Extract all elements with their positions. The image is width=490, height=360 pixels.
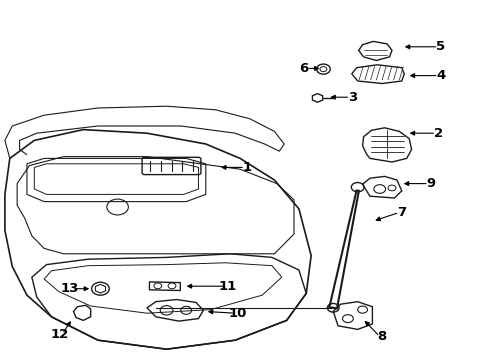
Text: 7: 7: [397, 206, 406, 219]
Text: 9: 9: [427, 177, 436, 190]
Text: 6: 6: [299, 62, 308, 75]
Text: 10: 10: [228, 307, 247, 320]
Text: 4: 4: [437, 69, 445, 82]
Text: 11: 11: [219, 280, 237, 293]
Text: 12: 12: [50, 328, 69, 341]
Text: 2: 2: [434, 127, 443, 140]
Text: 8: 8: [378, 330, 387, 343]
Text: 13: 13: [60, 282, 79, 295]
Text: 3: 3: [348, 91, 357, 104]
Text: 1: 1: [243, 161, 252, 174]
Text: 5: 5: [437, 40, 445, 53]
